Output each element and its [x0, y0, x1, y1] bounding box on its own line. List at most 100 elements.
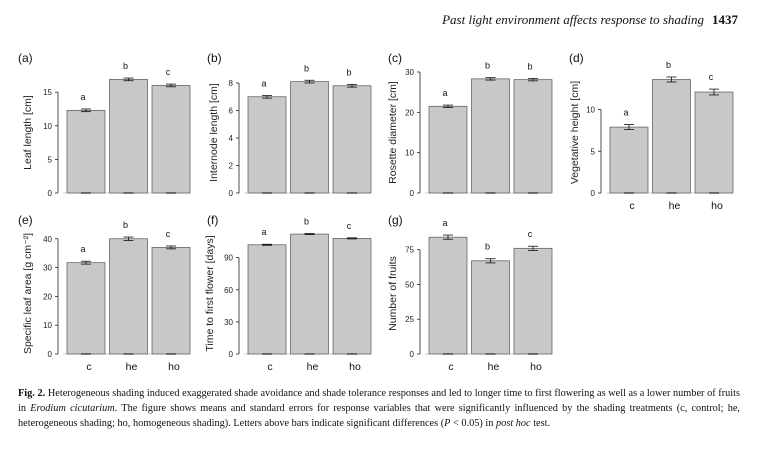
bar-ho: [694, 91, 734, 194]
bar-he: [109, 238, 148, 355]
y-tick-label: 20: [43, 292, 52, 301]
x-tick-label: c: [448, 361, 453, 373]
significance-letter: c: [166, 67, 171, 77]
caption-test: post hoc: [496, 418, 531, 429]
y-axis-label: Number of fruits: [387, 256, 399, 331]
y-tick-label: 75: [405, 246, 414, 255]
y-tick-label: 0: [229, 189, 234, 198]
page-number: 1437: [712, 12, 738, 27]
y-tick-label: 0: [410, 350, 415, 359]
panel-label: (d): [569, 51, 584, 65]
bar-he: [652, 79, 691, 194]
bar-he: [471, 260, 510, 355]
y-tick-label: 30: [405, 68, 414, 77]
significance-letter: b: [527, 61, 532, 71]
x-tick-label: he: [307, 361, 319, 373]
y-tick-label: 10: [405, 149, 414, 158]
y-tick-label: 20: [405, 108, 414, 117]
panel-e: (e) Specific leaf area [g cm⁻²] 0 10 20 30 40 a…: [18, 213, 191, 373]
significance-letter: b: [485, 61, 490, 71]
significance-letter: c: [166, 229, 171, 239]
caption-text-3: < 0.05) in: [450, 418, 494, 429]
significance-letter: a: [80, 92, 85, 102]
significance-letter: b: [123, 61, 128, 71]
significance-letter: a: [442, 218, 447, 228]
significance-letter: a: [261, 78, 266, 88]
panel-d: (d) Vegetative height [cm] 0 5 10 a c b he c ho: [569, 51, 734, 212]
x-tick-label: ho: [711, 200, 723, 212]
bar-ho: [151, 85, 191, 194]
caption-label: Fig. 2.: [18, 388, 46, 399]
significance-letter: b: [304, 217, 309, 227]
panel-f: (f) Time to first flower [days] 0 30 60 90 a c b…: [204, 213, 372, 373]
bar-he: [471, 78, 510, 194]
y-tick-label: 8: [229, 79, 234, 88]
y-tick-label: 2: [229, 162, 234, 171]
y-tick-label: 50: [405, 280, 414, 289]
bar-ho: [332, 238, 372, 355]
bar-he: [290, 81, 329, 194]
panel-a: (a) Leaf length [cm] 0 5 10 15 a b c: [18, 51, 191, 198]
significance-letter: b: [304, 63, 309, 73]
y-tick-label: 30: [224, 318, 233, 327]
y-tick-label: 5: [48, 155, 53, 164]
running-header: Past light environment affects response …: [442, 12, 738, 28]
significance-letter: a: [80, 244, 85, 254]
bar-c: [66, 262, 106, 355]
y-axis-label: Vegetative height [cm]: [569, 81, 581, 184]
caption-p-variable: P: [444, 418, 451, 429]
panel-label: (c): [388, 51, 402, 65]
y-axis-label: Leaf length [cm]: [22, 95, 34, 170]
x-tick-label: ho: [168, 361, 180, 373]
y-tick-label: 90: [224, 254, 233, 263]
caption-text-4: test.: [530, 418, 551, 429]
panel-label: (a): [18, 51, 33, 65]
y-tick-label: 15: [43, 88, 52, 97]
y-tick-label: 0: [48, 189, 53, 198]
y-tick-label: 0: [410, 189, 415, 198]
significance-letter: c: [347, 221, 352, 231]
y-tick-label: 4: [229, 134, 234, 143]
y-tick-label: 6: [229, 107, 234, 116]
y-axis-label: Time to first flower [days]: [204, 235, 216, 351]
y-axis-label: Rosette diameter [cm]: [387, 81, 399, 184]
significance-letter: a: [623, 108, 628, 118]
running-title: Past light environment affects response …: [442, 12, 704, 27]
significance-letter: c: [709, 72, 714, 82]
significance-letter: b: [346, 67, 351, 77]
panel-b: (b) Internode length [cm] 0 2 4 6 8 a b b: [207, 51, 372, 198]
panel-c: (c) Rosette diameter [cm] 0 10 20 30 a b b: [387, 51, 553, 198]
x-tick-label: he: [126, 361, 138, 373]
figure-2: (a) Leaf length [cm] 0 5 10 15 a b c (b) Internode…: [18, 51, 734, 373]
y-tick-label: 10: [586, 106, 595, 115]
y-tick-label: 10: [43, 122, 52, 131]
y-tick-label: 25: [405, 315, 414, 324]
bar-c: [66, 109, 106, 194]
y-tick-label: 60: [224, 286, 233, 295]
bar-c: [609, 126, 649, 194]
caption-species: Erodium cicutarium: [30, 403, 115, 414]
y-tick-label: 5: [591, 147, 596, 156]
y-axis-label: Specific leaf area [g cm⁻²]: [22, 233, 34, 354]
y-tick-label: 0: [48, 350, 53, 359]
significance-letter: a: [442, 88, 447, 98]
bar-c: [247, 96, 287, 194]
bar-c: [428, 236, 468, 355]
x-tick-label: c: [86, 361, 91, 373]
x-tick-label: he: [669, 200, 681, 212]
panel-label: (f): [207, 213, 218, 227]
y-tick-label: 30: [43, 264, 52, 273]
significance-letter: a: [261, 227, 266, 237]
x-tick-label: c: [267, 361, 272, 373]
bar-c: [428, 105, 468, 194]
y-tick-label: 10: [43, 321, 52, 330]
y-tick-label: 40: [43, 235, 52, 244]
significance-letter: c: [528, 229, 533, 239]
x-tick-label: ho: [530, 361, 542, 373]
panel-g: (g) Number of fruits 0 25 50 75 a c b he c ho: [387, 213, 553, 373]
panel-label: (g): [388, 213, 403, 227]
bar-ho: [151, 247, 191, 355]
significance-letter: b: [666, 60, 671, 70]
bar-he: [290, 233, 329, 355]
bar-ho: [513, 247, 553, 355]
